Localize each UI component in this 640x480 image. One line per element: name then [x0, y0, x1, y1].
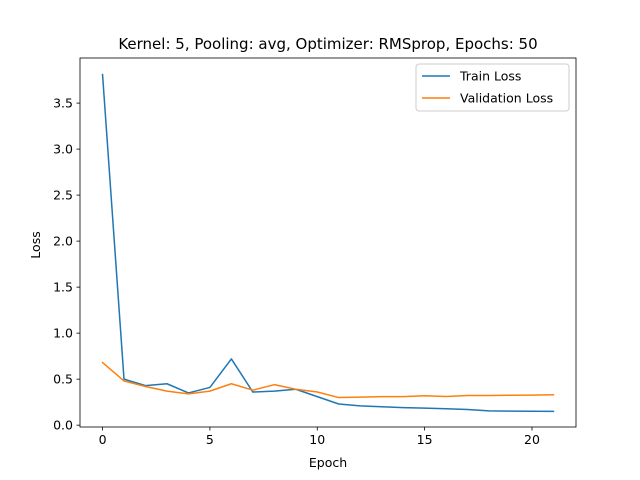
- series-line-train-loss: [101, 73, 555, 413]
- y-tick-label: 1.0: [53, 326, 73, 341]
- legend-box: [415, 63, 570, 112]
- y-tick-label: 2.0: [53, 234, 73, 249]
- x-axis-label: Epoch: [309, 455, 347, 470]
- x-tick-label: 15: [417, 432, 433, 447]
- y-tick-label: 0.0: [53, 418, 73, 433]
- x-tick-label: 5: [206, 432, 214, 447]
- y-tick-label: 0.5: [53, 372, 73, 387]
- legend-label: Train Loss: [459, 69, 521, 84]
- axes-frame: [79, 57, 577, 428]
- legend-label: Validation Loss: [460, 91, 553, 106]
- y-tick-label: 1.5: [53, 280, 73, 295]
- plot-area: 0 5 10 15 20 0.0 0.5 1.0 1.5 2.0 2.5 3.0 3.5: [53, 57, 577, 447]
- y-tick-label: 2.5: [53, 188, 73, 203]
- y-tick-label: 3.0: [53, 142, 73, 157]
- x-tick-label: 10: [309, 432, 325, 447]
- y-tick-label: 3.5: [53, 96, 73, 111]
- y-axis-label: Loss: [28, 231, 43, 258]
- x-tick-label: 0: [99, 432, 107, 447]
- x-tick-label: 20: [524, 432, 540, 447]
- series-line-validation-loss: [101, 361, 555, 399]
- legend: Train Loss Validation Loss: [415, 63, 570, 112]
- chart-title: Kernel: 5, Pooling: avg, Optimizer: RMSp…: [118, 35, 537, 53]
